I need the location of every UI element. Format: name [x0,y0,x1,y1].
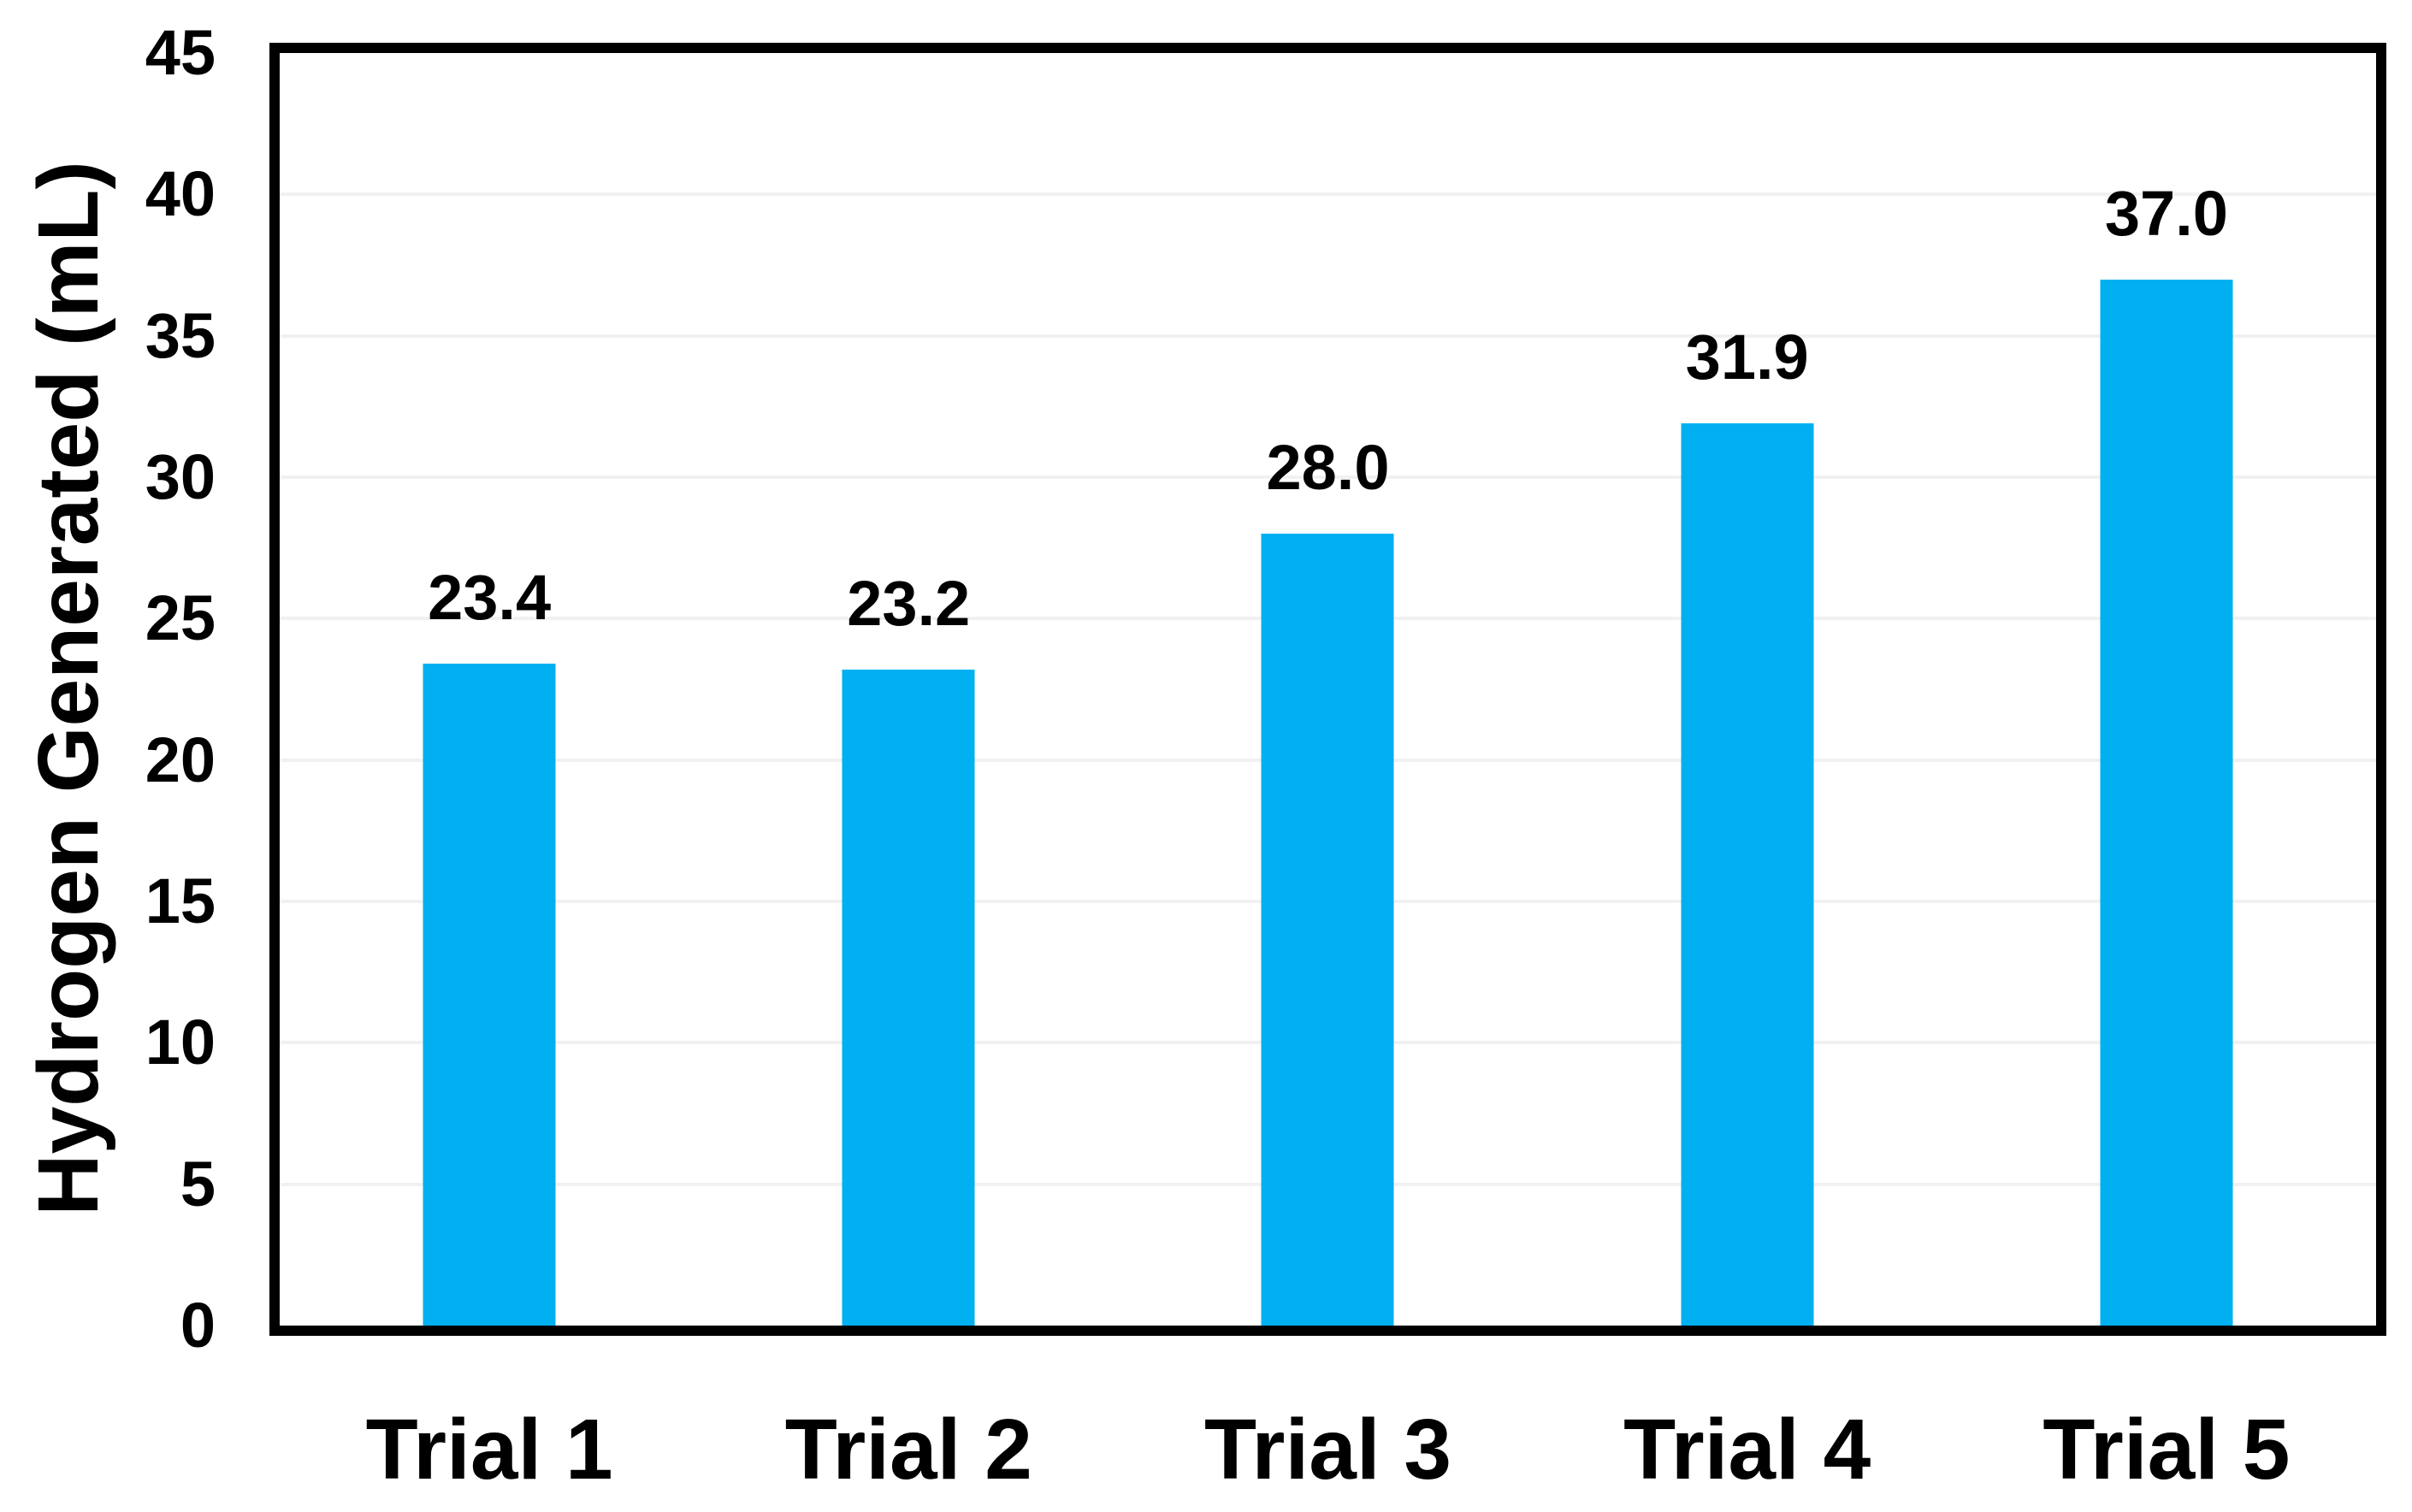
x-category-label: Trial 2 [784,1402,1032,1497]
x-category-label: Trial 1 [365,1402,613,1497]
y-tick-label: 30 [145,441,216,512]
bar-slot: 37.0 [1957,53,2376,1326]
gridline [280,475,2376,479]
bar-value-label: 23.2 [847,567,971,639]
y-tick-label: 5 [180,1148,216,1220]
bar [842,669,975,1326]
bar-slot: 28.0 [1118,53,1537,1326]
bar [2100,279,2233,1326]
y-tick-label: 15 [145,865,216,936]
bar [1681,423,1814,1326]
plot-inner-area: 23.4 23.2 28.0 31.9 37.0 [280,53,2376,1326]
y-tick-label: 45 [145,17,216,88]
y-tick-label: 0 [180,1290,216,1361]
bar-slot: 23.4 [280,53,699,1326]
x-category-label: Trial 4 [1623,1402,1871,1497]
bar-slot: 31.9 [1538,53,1957,1326]
y-tick-label: 40 [145,158,216,230]
y-tick-label: 25 [145,582,216,654]
bar-value-label: 31.9 [1685,322,1809,393]
gridline [280,192,2376,197]
bar-value-label: 37.0 [2104,177,2228,249]
y-tick-label: 10 [145,1007,216,1078]
bar-value-label: 28.0 [1266,432,1390,504]
bar [423,664,556,1326]
gridline [280,334,2376,338]
bar-slot: 23.2 [699,53,1118,1326]
bar [1261,534,1394,1326]
y-tick-label: 20 [145,724,216,795]
y-tick-label: 35 [145,299,216,371]
x-category-label: Trial 5 [2043,1402,2291,1497]
plot-area: 23.4 23.2 28.0 31.9 37.0 [269,43,2386,1336]
bar-value-label: 23.4 [428,562,552,634]
x-category-label: Trial 3 [1203,1402,1452,1497]
